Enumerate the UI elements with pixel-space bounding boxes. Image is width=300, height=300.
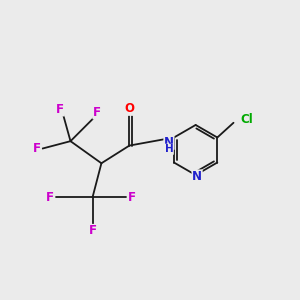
Text: H: H — [165, 144, 173, 154]
Text: F: F — [128, 190, 136, 204]
Text: N: N — [192, 170, 202, 183]
Text: F: F — [93, 106, 101, 119]
Text: F: F — [88, 224, 97, 238]
Text: O: O — [124, 102, 134, 115]
Text: F: F — [46, 190, 54, 204]
Text: F: F — [56, 103, 64, 116]
Text: F: F — [33, 142, 41, 155]
Text: Cl: Cl — [240, 113, 253, 126]
Text: N: N — [164, 136, 174, 149]
